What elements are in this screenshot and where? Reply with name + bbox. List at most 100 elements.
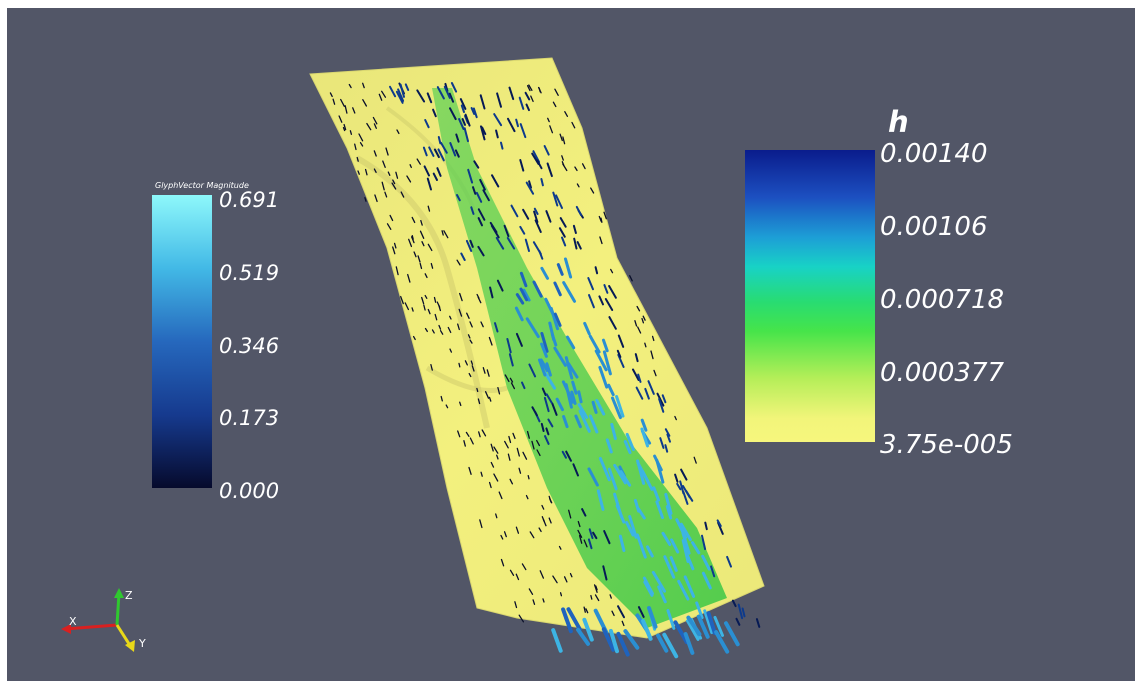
glyph-arrow [741,607,746,618]
glyph-arrow [664,428,671,437]
glyph-arrow [616,631,630,657]
glyph-arrow [495,513,498,519]
glyph-arrow [534,219,542,233]
h-legend-title: h [888,105,909,139]
glyph-arrow [576,241,582,250]
glyph-arrow [674,415,677,421]
glyph-arrow [637,373,642,383]
glyph-arrow [637,507,646,520]
glyph-arrow [431,329,435,334]
render-viewport[interactable]: GlyphVector Magnitude 0.691 0.519 0.346 … [7,8,1135,681]
glyph-arrow [421,296,425,305]
glyph-arrow [382,160,386,168]
glyph-arrow [562,281,576,303]
glyph-arrow [340,98,345,107]
glyph-arrow [432,108,437,118]
glyph-arrow [400,191,405,198]
glyph-arrow [449,348,453,353]
glyph-arrow [514,601,518,609]
glyph-arrow [329,92,333,98]
glyph-arrow [416,158,421,165]
glyph-arrow [532,599,536,605]
glyph-arrow [426,177,432,191]
glyph-arrow [548,517,552,524]
glyph-arrow [547,117,550,123]
glyph-arrow [566,607,582,632]
glyph-arrow [635,386,644,400]
glyph-arrow [563,576,568,583]
glyph-arrow [540,332,549,353]
glyph-arrow [417,255,421,263]
h-colorbar [745,150,875,442]
glyph-arrow [635,533,647,559]
glyph-arrow [488,481,492,489]
glyph-arrow [516,447,520,457]
glyph-arrow [594,349,608,372]
glyph-arrow [552,575,558,584]
glyph-arrow [550,333,558,347]
glyph-arrow [392,246,396,255]
glyph-arrow [701,571,712,590]
glyph-arrow [696,614,710,639]
glyph-arrow [519,225,526,235]
glyph-arrow [456,259,461,266]
glyph-arrow [683,575,696,598]
glyph-arrow [528,84,533,91]
glyph-arrow [421,241,425,247]
glyph-arrow [459,98,467,110]
glyph-arrow [514,306,524,322]
glyph-arrow [500,558,505,567]
glyph-arrow [663,555,676,579]
glyph-arrow [449,142,457,157]
glyph-arrow [539,358,549,372]
glyph-arrow [577,390,583,404]
glyph-arrow [659,437,665,449]
glyph-arrow [591,400,598,414]
glyph-arrow [519,271,528,288]
glyph-arrow [608,285,617,299]
glyph-arrow [503,531,507,538]
glyph-arrow [539,570,545,579]
glyph-arrow [665,505,673,520]
glyph-arrow [470,206,475,215]
glyph-arrow [496,92,502,108]
h-legend-tick: 0.000377 [880,358,1005,388]
glyph-arrow [519,159,525,172]
glyph-arrow [693,456,697,464]
glyph-arrow [522,288,531,302]
glyph-arrow [373,150,377,157]
glyph-arrow [670,538,680,554]
glyph-arrow [381,90,387,98]
glyph-arrow [419,262,423,270]
glyph-arrow [468,372,472,378]
glyph-arrow [352,107,356,114]
glyph-arrow [553,281,562,297]
glyph-arrow [642,315,646,321]
glyph-arrow [450,82,458,93]
glyph-arrow [585,608,589,614]
glyph-arrow [605,438,613,454]
glyph-arrow [536,449,541,457]
glyph-arrow [592,531,598,540]
glyph-arrow [664,492,673,515]
glyph-arrow [490,461,495,468]
glyph-arrow [479,94,486,110]
glyph-arrow [561,236,567,247]
glyph-arrow [389,214,394,222]
glyph-arrow [636,459,646,485]
surface-scene[interactable] [7,8,1135,681]
glyph-arrow [555,397,564,412]
glyph-arrow [755,618,761,628]
glyph-arrow [448,92,455,103]
glyph-arrow [423,304,426,311]
glyph-arrow [570,390,577,405]
glyph-arrow [609,594,612,599]
glyph-arrow [522,451,528,460]
glyph-arrow [533,210,539,223]
glyph-arrow [378,93,383,101]
glyph-arrow [430,262,434,269]
glyph-arrow [486,369,490,377]
glyph-arrow [617,605,625,619]
glyph-arrow [564,257,573,279]
glyph-arrow [348,83,352,89]
